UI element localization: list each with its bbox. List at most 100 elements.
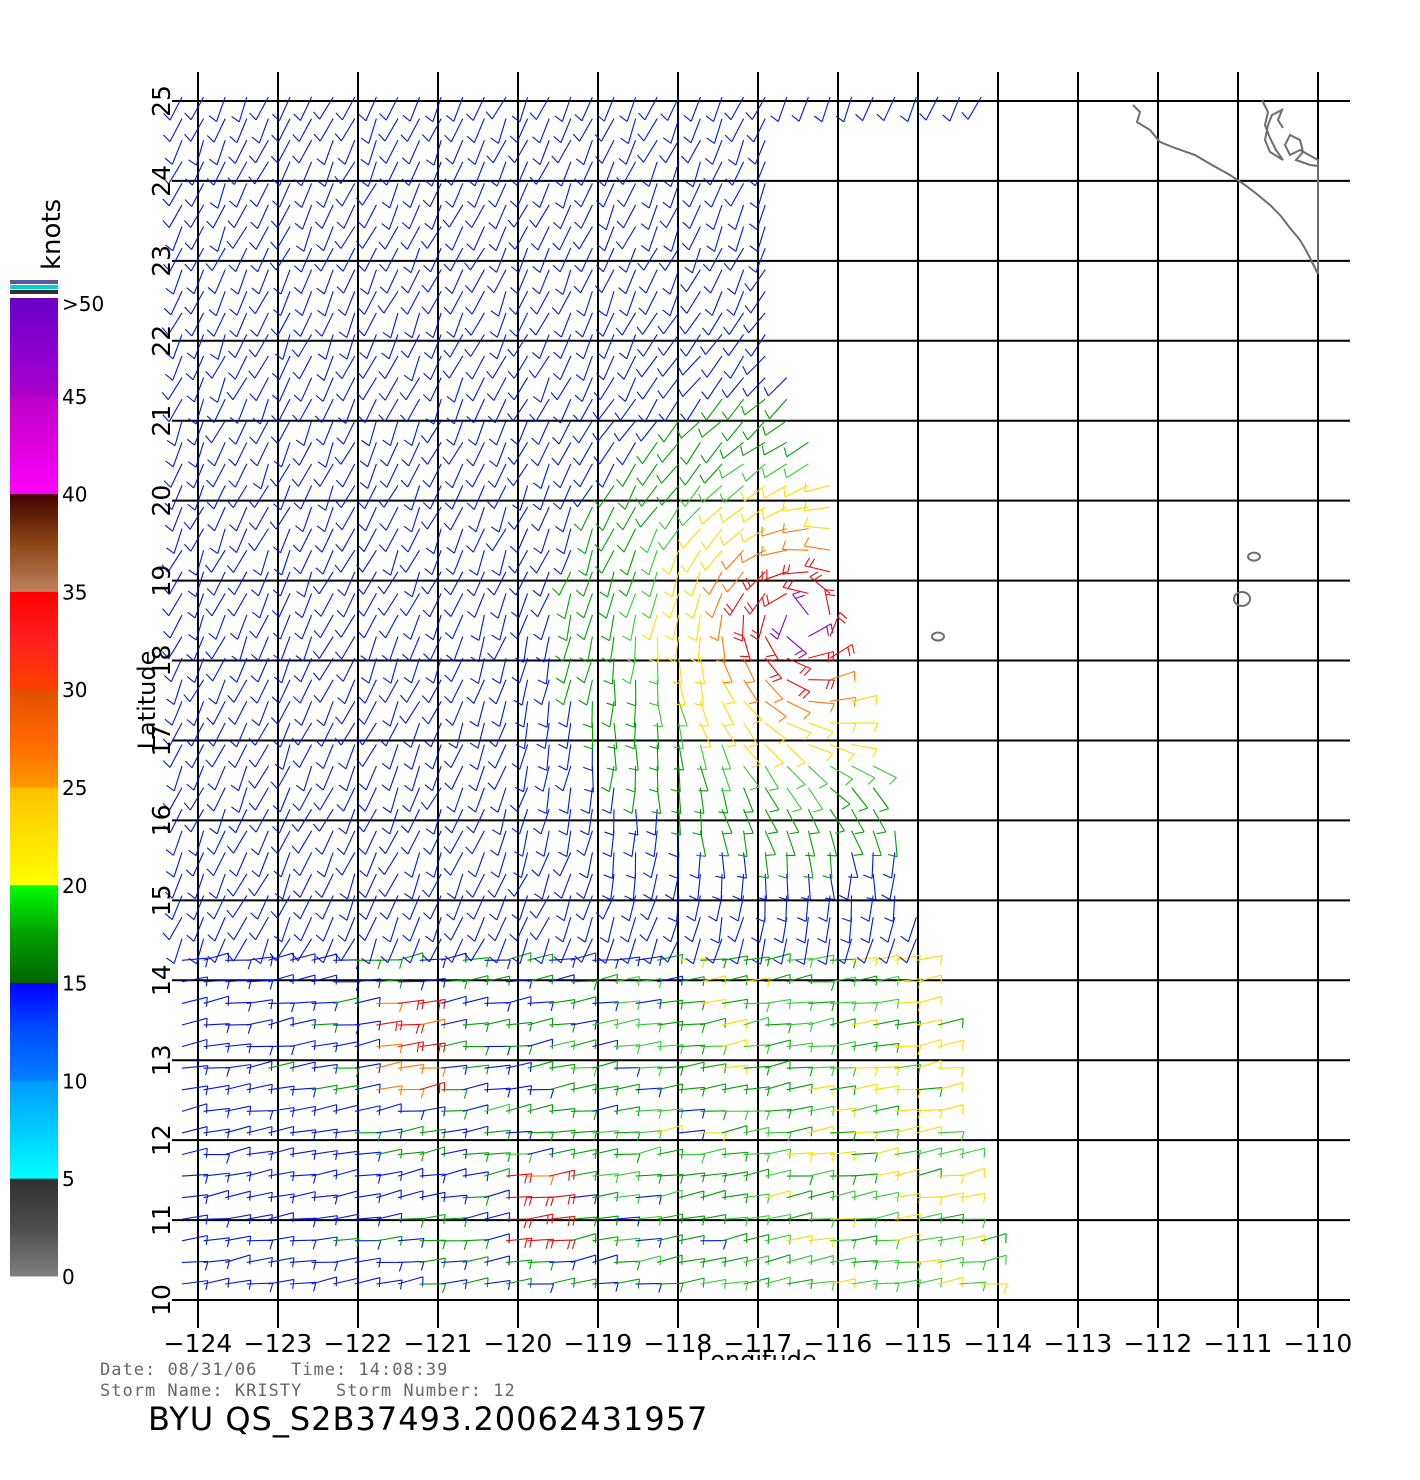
wind-barb bbox=[462, 1211, 489, 1222]
wind-barb bbox=[246, 1239, 274, 1250]
wind-barb bbox=[269, 247, 291, 271]
wind-barb bbox=[354, 1038, 381, 1049]
wind-barb bbox=[613, 956, 641, 967]
wind-barb bbox=[592, 1148, 619, 1159]
wind-barb bbox=[937, 1082, 964, 1093]
wind-barb bbox=[803, 501, 831, 512]
wind-barb bbox=[381, 183, 399, 209]
wind-barb bbox=[397, 1276, 424, 1287]
wind-barb bbox=[937, 1174, 965, 1185]
wind-barb bbox=[228, 420, 248, 445]
wind-barb bbox=[184, 226, 205, 250]
wind-barb bbox=[570, 1254, 597, 1265]
wind-barb bbox=[488, 679, 507, 705]
wind-barb bbox=[444, 118, 464, 143]
wind-barb bbox=[786, 1066, 814, 1077]
wind-barb bbox=[576, 873, 593, 899]
wind-barb bbox=[641, 614, 658, 641]
wind-barb bbox=[270, 420, 291, 445]
wind-barb bbox=[577, 550, 593, 576]
wind-barb bbox=[574, 161, 593, 186]
wind-barb bbox=[643, 873, 658, 900]
wind-barb bbox=[336, 269, 356, 294]
wind-barb bbox=[377, 290, 399, 314]
storm-number-value: 12 bbox=[493, 1381, 516, 1401]
wind-barb bbox=[593, 485, 615, 508]
wind-barb bbox=[663, 226, 680, 252]
wind-barb bbox=[225, 1190, 251, 1201]
wind-barb bbox=[507, 204, 529, 228]
wind-barb bbox=[606, 679, 617, 707]
wind-barb bbox=[657, 312, 680, 335]
wind-barb bbox=[863, 852, 874, 879]
wind-barb bbox=[900, 96, 917, 122]
wind-barb bbox=[662, 161, 680, 187]
wind-barb bbox=[466, 398, 485, 424]
wind-barb bbox=[161, 636, 183, 660]
wind-barb bbox=[685, 593, 701, 619]
wind-barb bbox=[228, 139, 248, 164]
wind-barb bbox=[291, 722, 313, 746]
wind-barb bbox=[808, 623, 834, 638]
wind-barb bbox=[786, 787, 803, 813]
wind-barb bbox=[487, 571, 507, 596]
wind-barb bbox=[527, 1131, 555, 1142]
wind-barb bbox=[397, 952, 424, 963]
wind-barb bbox=[594, 269, 615, 293]
wind-barb bbox=[764, 679, 784, 704]
wind-barb bbox=[721, 808, 733, 835]
wind-barb bbox=[404, 873, 421, 900]
wind-barb bbox=[760, 546, 787, 557]
wind-barb bbox=[505, 1173, 533, 1184]
wind-barb bbox=[641, 183, 658, 209]
wind-barb bbox=[163, 291, 183, 316]
wind-barb bbox=[441, 995, 467, 1006]
wind-barb bbox=[808, 1084, 835, 1095]
wind-barb bbox=[762, 420, 788, 436]
wind-barb bbox=[732, 873, 745, 901]
wind-barb bbox=[764, 808, 779, 835]
wind-barb bbox=[206, 701, 226, 725]
wind-barb bbox=[839, 873, 853, 901]
wind-barb bbox=[333, 1040, 360, 1052]
wind-barb bbox=[742, 420, 766, 441]
wind-barb bbox=[649, 722, 660, 750]
wind-barb bbox=[511, 593, 529, 619]
x-tick-label: −112 bbox=[1124, 1329, 1193, 1358]
y-tick-label: 15 bbox=[147, 884, 176, 916]
wind-barb bbox=[162, 916, 183, 941]
wind-barb bbox=[420, 506, 442, 530]
wind-barb bbox=[678, 1172, 706, 1183]
wind-barb bbox=[899, 938, 917, 964]
wind-barb bbox=[270, 226, 291, 250]
wind-barb bbox=[272, 614, 291, 640]
wind-barb bbox=[613, 1260, 641, 1271]
wind-barb bbox=[272, 571, 291, 597]
wind-barb bbox=[333, 1129, 360, 1140]
wind-barb bbox=[379, 161, 399, 186]
wind-barb bbox=[638, 398, 658, 423]
wind-barb bbox=[657, 1282, 684, 1293]
wind-barb bbox=[873, 1042, 900, 1053]
wind-barb bbox=[250, 636, 269, 662]
wind-barb bbox=[248, 765, 269, 789]
wind-barb bbox=[206, 895, 226, 920]
wind-barb bbox=[466, 528, 485, 553]
wind-barb bbox=[851, 1066, 879, 1077]
wind-barb bbox=[379, 269, 399, 294]
wind-barb bbox=[273, 916, 291, 943]
wind-barb bbox=[809, 571, 831, 594]
wind-barb bbox=[508, 290, 529, 315]
wind-barb bbox=[469, 744, 485, 770]
wind-barb bbox=[808, 722, 834, 740]
wind-barb bbox=[422, 183, 442, 208]
wind-barb bbox=[446, 528, 464, 554]
legend-label-30: 30 bbox=[62, 678, 87, 702]
wind-barb bbox=[357, 701, 377, 725]
wind-barb bbox=[765, 1023, 792, 1034]
wind-barb bbox=[443, 506, 464, 531]
x-tick-label: −119 bbox=[564, 1329, 633, 1358]
wind-barb bbox=[382, 657, 399, 684]
wind-barb bbox=[721, 420, 745, 442]
wind-barb bbox=[662, 269, 680, 295]
